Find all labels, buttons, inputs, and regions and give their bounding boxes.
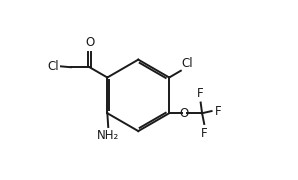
Text: F: F (197, 87, 204, 100)
Text: F: F (201, 127, 207, 140)
Text: NH₂: NH₂ (97, 129, 119, 142)
Text: O: O (85, 36, 94, 49)
Text: O: O (180, 107, 189, 120)
Text: Cl: Cl (182, 57, 193, 70)
Text: F: F (214, 105, 221, 118)
Text: Cl: Cl (48, 60, 59, 73)
